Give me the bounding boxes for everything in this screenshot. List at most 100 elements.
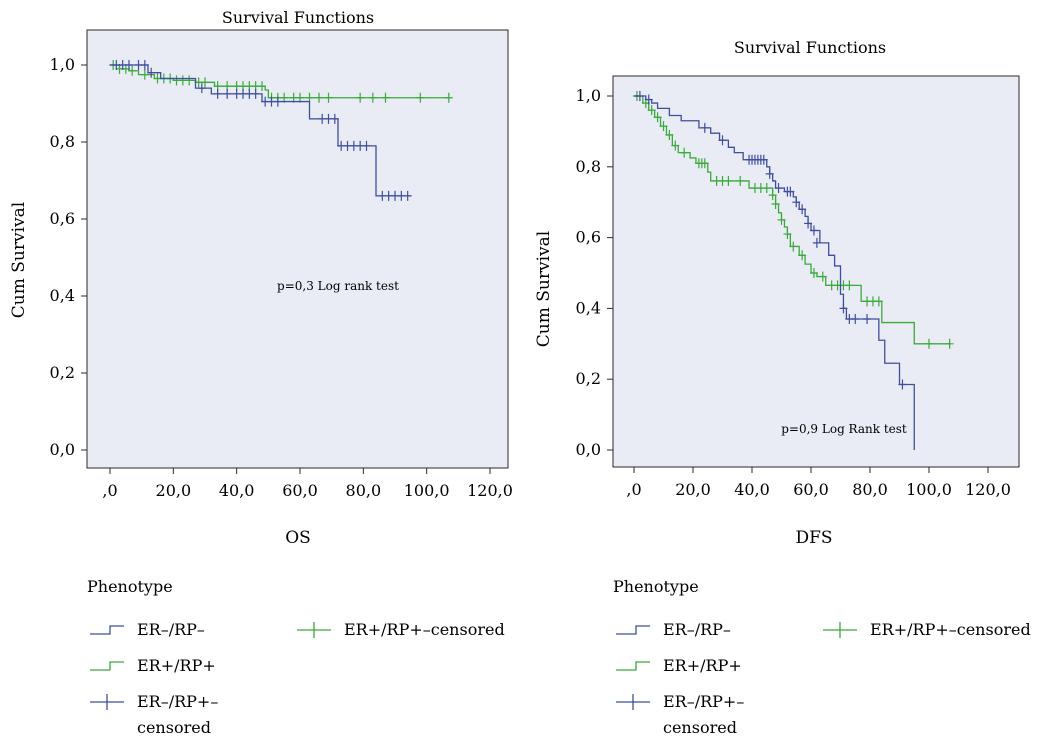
censor-mark	[845, 280, 854, 291]
censor-mark	[315, 92, 323, 103]
legend-label: ER–/RP–	[137, 620, 205, 639]
censor-mark	[736, 175, 745, 186]
censor-mark	[786, 186, 795, 197]
censor-mark	[792, 197, 801, 208]
x-tick-label: 80,0	[346, 481, 382, 500]
x-axis-label: DFS	[795, 528, 832, 548]
legend-swatch-censored	[90, 694, 124, 710]
censor-mark	[759, 154, 768, 165]
censor-mark	[647, 105, 656, 116]
x-axis-label: OS	[285, 528, 311, 548]
y-tick-label: 0,4	[576, 298, 601, 317]
censor-mark	[665, 129, 674, 140]
legend-label: ER–/RP+–	[663, 692, 744, 711]
censor-mark	[925, 338, 933, 349]
y-tick-label: 0,2	[50, 363, 75, 382]
censor-mark	[644, 94, 653, 105]
censor-mark	[273, 96, 282, 107]
censor-mark	[839, 303, 848, 314]
p-value-annotation: p=0,9 Log Rank test	[781, 422, 907, 436]
legend-swatch-step	[90, 625, 124, 635]
legend-label-continued: censored	[663, 718, 737, 737]
legend-label: ER–/RP+–	[137, 692, 218, 711]
censor-mark	[851, 314, 860, 325]
legend-swatch-censored	[297, 622, 331, 638]
censor-mark	[768, 190, 777, 201]
legend-label-continued: censored	[137, 718, 211, 737]
legend-label: ER+/RP+–censored	[344, 620, 505, 639]
plot-area	[612, 75, 1020, 468]
censor-mark	[416, 92, 425, 103]
legend-label: ER+/RP+–censored	[870, 620, 1031, 639]
x-tick-label: 60,0	[793, 480, 829, 499]
censor-mark	[140, 60, 149, 70]
censor-mark	[125, 60, 133, 70]
legend-swatch-censored	[823, 622, 857, 638]
x-tick-label: ,0	[102, 481, 117, 500]
x-tick-label: 20,0	[156, 481, 192, 500]
censor-mark	[197, 83, 206, 94]
censor-mark	[251, 88, 260, 99]
y-tick-label: 1,0	[50, 55, 75, 74]
x-tick-label: 120,0	[965, 480, 1011, 499]
y-tick-label: 0,6	[50, 209, 75, 228]
censor-mark	[762, 183, 771, 194]
y-tick-label: 0,8	[576, 157, 601, 176]
censor-mark	[863, 314, 872, 325]
legend-title: Phenotype	[613, 577, 699, 596]
x-tick-label: 120,0	[467, 481, 513, 500]
censor-mark	[765, 168, 774, 179]
censor-mark	[258, 81, 266, 92]
censor-mark	[804, 218, 813, 229]
censor-mark	[223, 88, 232, 99]
censor-mark	[213, 88, 222, 99]
censor-mark	[362, 140, 371, 151]
censor-mark	[809, 225, 818, 236]
x-tick-label: ,0	[626, 480, 641, 499]
chart-title: Survival Functions	[734, 38, 886, 57]
y-tick-label: 0,8	[50, 132, 75, 151]
censor-mark	[812, 237, 821, 248]
censor-mark	[818, 271, 827, 282]
legend-swatch-censored	[616, 694, 650, 710]
censor-mark	[945, 338, 954, 349]
censor-mark	[381, 92, 390, 103]
plot-area	[86, 29, 509, 469]
censor-mark	[680, 147, 689, 158]
chart-2: Survival Functions 0,0 0,2 0,4 0,6 0,8 1,0 ,0 20…	[534, 38, 1031, 737]
legend-label: ER+/RP+	[663, 656, 742, 675]
chart-1: Survival Functions 0,0 0,2 0,4 0,6 0,8 1,0 ,0 20…	[9, 8, 513, 737]
legend-title: Phenotype	[87, 577, 173, 596]
censor-mark	[128, 65, 137, 76]
y-tick-label: 0,2	[576, 369, 601, 388]
x-tick-label: 40,0	[734, 480, 770, 499]
censor-mark	[201, 77, 209, 88]
y-axis-label: Cum Survival	[534, 231, 554, 347]
censor-mark	[771, 198, 780, 209]
y-axis-label: Cum Survival	[9, 202, 29, 318]
legend-label: ER+/RP+	[137, 656, 216, 675]
legend-label: ER–/RP–	[663, 620, 731, 639]
censor-mark	[898, 379, 907, 390]
y-tick-label: 0,4	[50, 286, 75, 305]
censor-mark	[798, 204, 807, 215]
censor-mark	[140, 69, 149, 80]
censor-mark	[635, 91, 644, 101]
censor-mark	[356, 92, 365, 103]
y-tick-label: 0,0	[50, 440, 75, 459]
censor-mark	[700, 158, 709, 169]
censor-mark	[874, 296, 883, 307]
censor-mark	[403, 190, 412, 201]
censor-mark	[789, 241, 798, 252]
censor-mark	[700, 122, 709, 133]
censor-mark	[809, 268, 818, 278]
censor-mark	[368, 92, 377, 103]
y-tick-label: 1,0	[576, 86, 601, 105]
censor-mark	[718, 135, 727, 146]
x-tick-label: 100,0	[404, 481, 450, 500]
x-tick-label: 100,0	[906, 480, 952, 499]
censor-mark	[798, 250, 807, 261]
legend-swatch-step	[616, 661, 650, 671]
censor-mark	[324, 92, 333, 103]
y-tick-label: 0,0	[576, 440, 601, 459]
